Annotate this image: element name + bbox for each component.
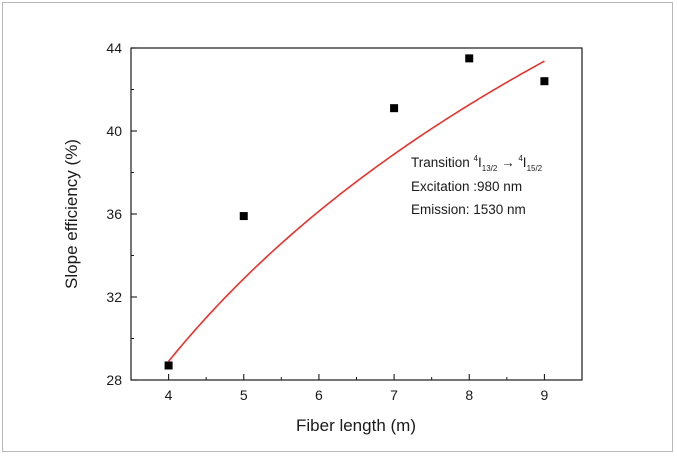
fit-curve (167, 60, 545, 362)
annotation-excitation: Excitation :980 nm (411, 179, 522, 194)
y-tick-label: 36 (106, 206, 122, 222)
data-point (540, 77, 549, 86)
data-point (390, 104, 399, 113)
annotation-transition: Transition 4I13/2 → 4I15/2 (411, 154, 543, 173)
x-tick-label: 4 (165, 387, 173, 403)
data-point (465, 54, 474, 63)
x-tick-label: 6 (315, 387, 323, 403)
x-tick-label: 7 (390, 387, 398, 403)
y-tick-label: 40 (106, 123, 122, 139)
y-tick-label: 28 (106, 372, 122, 388)
x-tick-label: 9 (541, 387, 549, 403)
data-point (239, 212, 248, 221)
y-tick-label: 44 (106, 40, 122, 56)
y-tick-label: 32 (106, 289, 122, 305)
data-point (164, 361, 173, 370)
annotation-emission: Emission: 1530 nm (411, 202, 526, 217)
x-tick-label: 8 (465, 387, 473, 403)
figure-frame (2, 2, 673, 452)
y-axis-title: Slope efficiency (%) (62, 139, 81, 289)
x-axis-title: Fiber length (m) (296, 416, 416, 435)
x-tick-label: 5 (240, 387, 248, 403)
